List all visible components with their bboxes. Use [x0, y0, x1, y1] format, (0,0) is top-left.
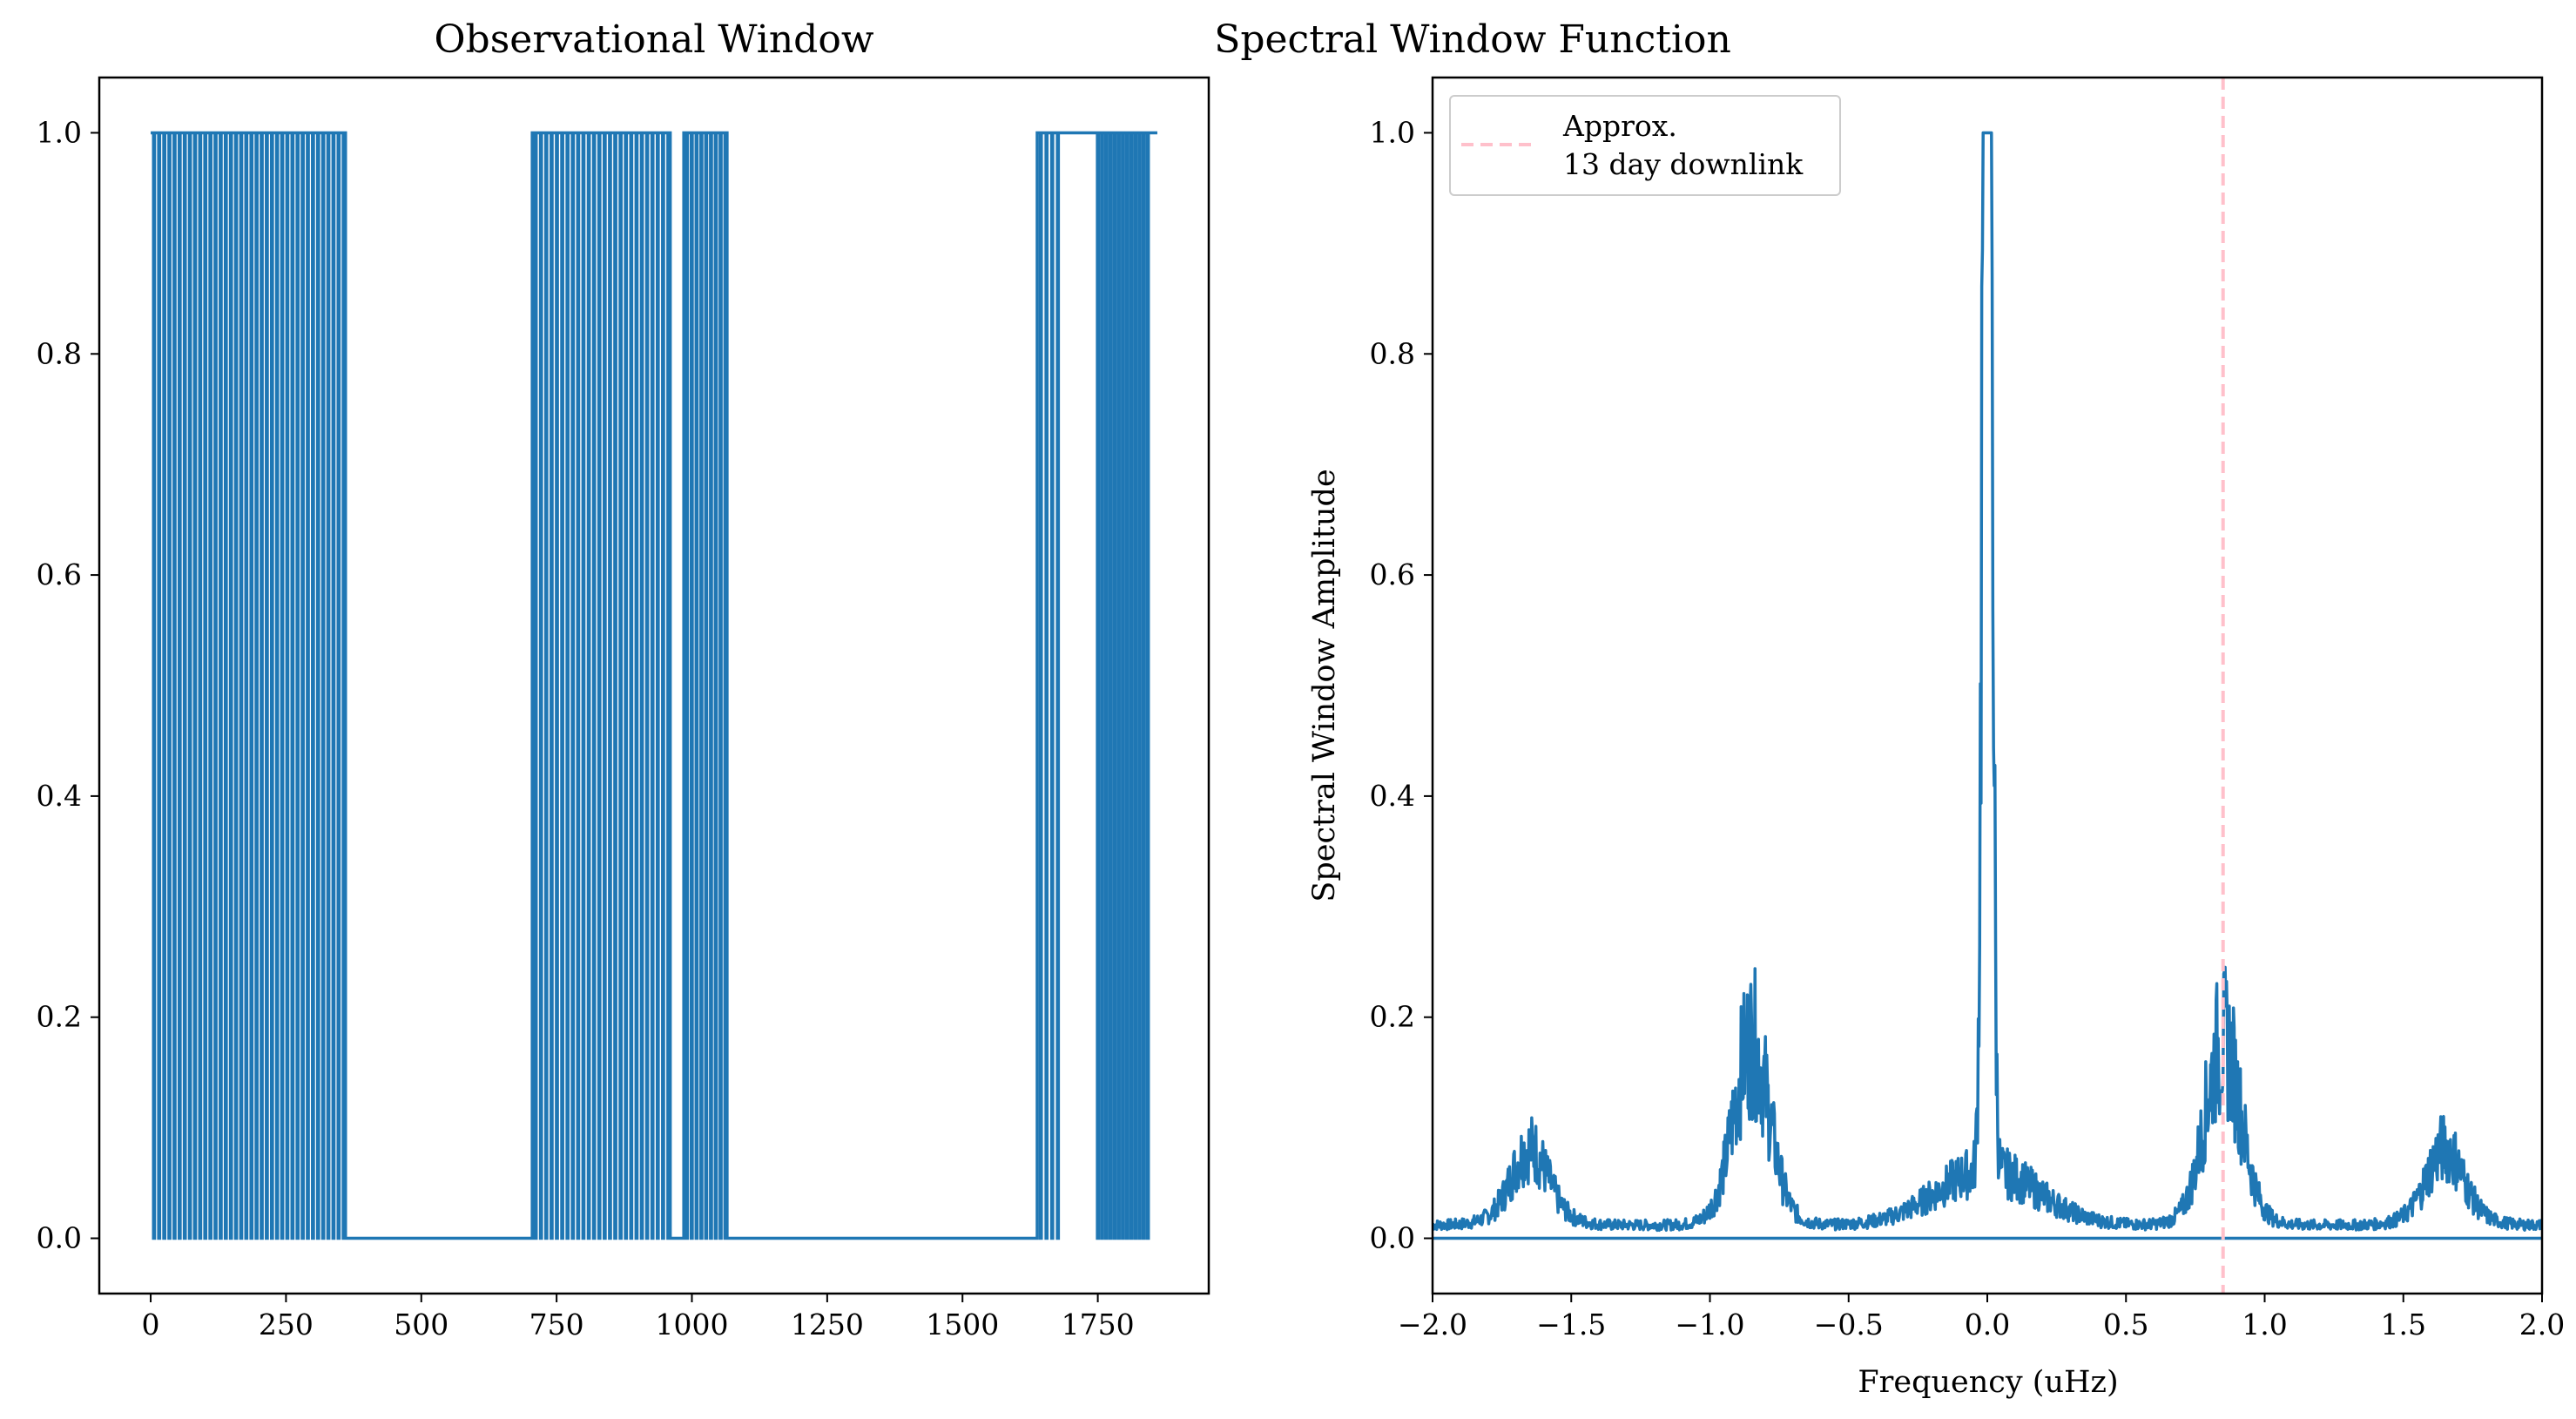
- x-tick-label: 1750: [1062, 1308, 1135, 1341]
- y-tick-label: 0.0: [1370, 1221, 1415, 1255]
- y-tick-label: 0.4: [37, 779, 82, 813]
- y-tick-label: 0.2: [1370, 1000, 1415, 1034]
- x-tick-label: −1.0: [1675, 1308, 1744, 1341]
- spectral-window-panel: Spectral Window Function Spectral Window…: [1214, 17, 2565, 1400]
- y-tick-label: 0.4: [1370, 779, 1415, 813]
- window-line: [151, 131, 1157, 1240]
- x-y-ticks: 0 250 500 750 1000 1250 1500 1750 0.0 0.2 0.4 0.6 0.…: [37, 115, 1135, 1341]
- x-tick-label: 1000: [656, 1308, 729, 1341]
- x-tick-label: 750: [529, 1308, 584, 1341]
- x-tick-label: 1250: [791, 1308, 864, 1341]
- panel-title: Spectral Window Function: [1214, 17, 1731, 62]
- y-tick-label: 1.0: [1370, 115, 1415, 149]
- plot-frame: [1431, 76, 2544, 1295]
- x-tick-label: 1.0: [2242, 1308, 2287, 1341]
- observational-window-series: [151, 131, 1157, 1240]
- legend-label-line1: Approx.: [1562, 109, 1677, 143]
- y-tick-label: 1.0: [37, 115, 82, 149]
- panel-title: Observational Window: [434, 17, 873, 62]
- x-tick-label: −2.0: [1398, 1308, 1467, 1341]
- spectral-window-line: [1433, 131, 2542, 1233]
- y-tick-label: 0.6: [37, 557, 82, 591]
- y-tick-label: 0.2: [37, 1000, 82, 1034]
- x-tick-label: 500: [394, 1308, 448, 1341]
- y-tick-label: 0.8: [1370, 336, 1415, 370]
- spectral-window-series: [1433, 78, 2542, 1294]
- x-tick-label: 250: [259, 1308, 314, 1341]
- y-axis-label: Spectral Window Amplitude: [1307, 469, 1342, 902]
- y-tick-label: 0.8: [37, 336, 82, 370]
- legend: Approx. 13 day downlink: [1449, 95, 1841, 196]
- x-tick-label: 0: [142, 1308, 160, 1341]
- x-tick-label: 1.5: [2381, 1308, 2426, 1341]
- y-tick-label: 0.6: [1370, 557, 1415, 591]
- x-tick-label: 2.0: [2519, 1308, 2565, 1341]
- x-tick-label: −0.5: [1814, 1308, 1884, 1341]
- legend-label-line2: 13 day downlink: [1563, 147, 1804, 181]
- x-tick-label: 0.5: [2103, 1308, 2148, 1341]
- legend-box: [1449, 95, 1841, 196]
- x-y-ticks: −2.0 −1.5 −1.0 −0.5 0.0 0.5 1.0 1.5 2.0 0.0 0.2 0.4…: [1370, 115, 2566, 1341]
- x-tick-label: −1.5: [1536, 1308, 1606, 1341]
- observational-window-panel: Observational Window 0 250 500 750 1000 1250 1…: [37, 17, 1210, 1341]
- x-tick-label: 1500: [926, 1308, 999, 1341]
- x-tick-label: 0.0: [1965, 1308, 2010, 1341]
- y-tick-label: 0.0: [37, 1221, 82, 1255]
- plot-frame: [98, 76, 1210, 1295]
- x-axis-label: Frequency (uHz): [1858, 1365, 2118, 1400]
